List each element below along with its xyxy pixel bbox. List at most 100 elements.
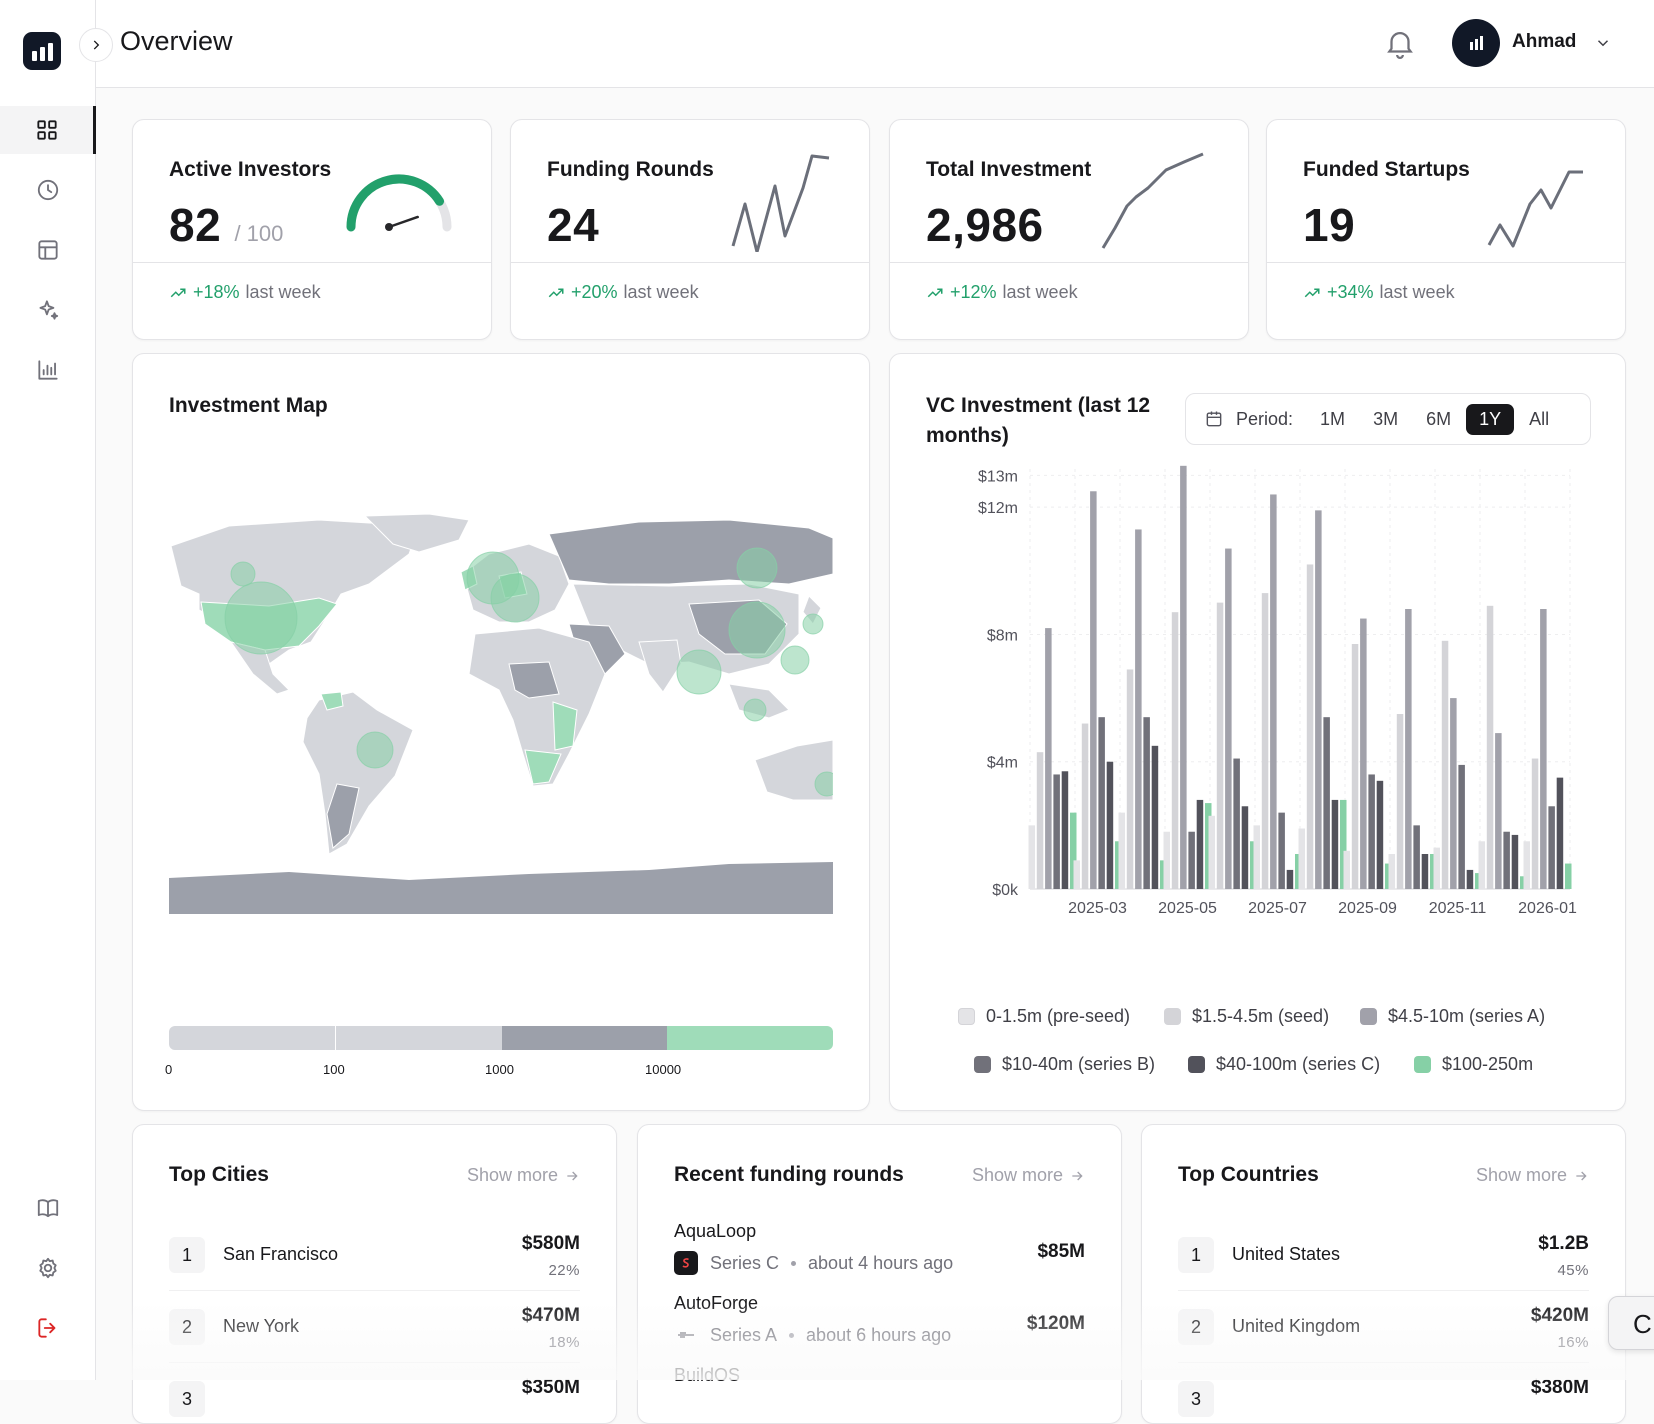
bar[interactable] — [1171, 612, 1179, 889]
bar[interactable] — [1396, 714, 1404, 889]
bar[interactable] — [1315, 510, 1322, 889]
region-india[interactable] — [638, 639, 682, 693]
bar[interactable] — [1495, 733, 1502, 889]
bar[interactable] — [1253, 825, 1261, 889]
bar[interactable] — [1163, 831, 1171, 889]
bar[interactable] — [1413, 825, 1420, 889]
bar[interactable] — [1466, 869, 1474, 889]
bar[interactable] — [1340, 799, 1347, 889]
period-6m[interactable]: 6M — [1426, 408, 1452, 429]
bar[interactable] — [1061, 771, 1069, 889]
bar[interactable] — [1298, 828, 1306, 889]
bar[interactable] — [1261, 593, 1269, 889]
bar[interactable] — [1241, 806, 1249, 889]
bar[interactable] — [1225, 548, 1232, 889]
bubble-australia[interactable] — [814, 771, 833, 797]
bar[interactable] — [1433, 847, 1441, 889]
bar[interactable] — [1421, 854, 1429, 889]
bubble-india[interactable] — [676, 649, 722, 695]
bar[interactable] — [1286, 869, 1294, 889]
list-item[interactable]: BuildOS — [674, 1361, 1085, 1423]
legend-item[interactable]: $1.5-4.5m (seed) — [1164, 1006, 1329, 1027]
bar[interactable] — [1556, 777, 1564, 889]
bar[interactable] — [1441, 640, 1449, 889]
bar[interactable] — [1160, 860, 1167, 889]
bar[interactable] — [1081, 723, 1089, 889]
bar[interactable] — [1405, 609, 1412, 889]
region-africa-east[interactable] — [552, 701, 578, 751]
floating-chat-button[interactable]: C — [1608, 1296, 1654, 1350]
bar[interactable] — [1385, 863, 1392, 889]
bar[interactable] — [1478, 841, 1486, 889]
region-south-africa[interactable] — [524, 749, 562, 785]
region-russia[interactable] — [548, 519, 833, 585]
bar[interactable] — [1070, 812, 1077, 889]
region-africa-central[interactable] — [508, 661, 560, 699]
nav-dashboard[interactable] — [0, 106, 96, 154]
bubble-sea[interactable] — [780, 645, 810, 675]
show-more-link[interactable]: Show more — [467, 1165, 580, 1186]
bar[interactable] — [1430, 854, 1437, 889]
legend-item[interactable]: $40-100m (series C) — [1188, 1054, 1380, 1075]
bubble-brazil[interactable] — [356, 731, 394, 769]
bar[interactable] — [1540, 609, 1547, 889]
region-antarctica[interactable] — [169, 862, 833, 914]
bar[interactable] — [1565, 863, 1572, 889]
bar[interactable] — [1360, 618, 1367, 889]
bar[interactable] — [1036, 752, 1044, 889]
nav-logout[interactable] — [0, 1304, 96, 1352]
nav-history[interactable] — [0, 166, 96, 214]
bubble-europe[interactable] — [490, 573, 540, 623]
bar[interactable] — [1376, 780, 1384, 889]
period-1m[interactable]: 1M — [1320, 408, 1346, 429]
bubble-china[interactable] — [728, 601, 786, 659]
show-more-link[interactable]: Show more — [1476, 1165, 1589, 1186]
bar[interactable] — [1250, 841, 1257, 889]
bar[interactable] — [1388, 854, 1396, 889]
bar[interactable] — [1548, 806, 1555, 889]
bubble-us[interactable] — [224, 581, 298, 655]
bar[interactable] — [1135, 529, 1142, 889]
bar[interactable] — [1196, 799, 1204, 889]
list-item[interactable]: 1 United States $1.2B 45% — [1178, 1219, 1589, 1291]
list-item[interactable]: 1 San Francisco $580M 22% — [169, 1219, 580, 1291]
app-logo[interactable] — [23, 32, 61, 70]
nav-settings[interactable] — [0, 1244, 96, 1292]
bar[interactable] — [1106, 761, 1114, 889]
legend-item[interactable]: $100-250m — [1414, 1054, 1533, 1075]
period-all[interactable]: All — [1529, 408, 1550, 429]
bar[interactable] — [1118, 812, 1126, 889]
avatar[interactable] — [1452, 19, 1500, 67]
bar[interactable] — [1090, 491, 1097, 889]
list-item[interactable]: 2 New York $470M 18% — [169, 1291, 580, 1363]
region-greenland[interactable] — [363, 514, 470, 553]
bar[interactable] — [1180, 465, 1187, 889]
show-more-link[interactable]: Show more — [972, 1165, 1085, 1186]
chevron-down-icon[interactable] — [1594, 34, 1612, 52]
sidebar-toggle-button[interactable] — [79, 28, 113, 62]
bar[interactable] — [1270, 494, 1277, 889]
bar[interactable] — [1450, 698, 1457, 889]
list-item[interactable]: 3 $350M — [169, 1363, 580, 1423]
nav-docs[interactable] — [0, 1184, 96, 1232]
bar[interactable] — [1126, 669, 1134, 889]
bar[interactable] — [1278, 812, 1285, 889]
bar[interactable] — [1306, 564, 1314, 889]
bar[interactable] — [1233, 758, 1240, 889]
bar[interactable] — [1216, 602, 1224, 889]
bar[interactable] — [1045, 628, 1052, 889]
legend-item[interactable]: $4.5-10m (series A) — [1360, 1006, 1545, 1027]
legend-item[interactable]: 0-1.5m (pre-seed) — [958, 1006, 1130, 1027]
bar[interactable] — [1098, 717, 1105, 889]
bubble-canada[interactable] — [230, 561, 256, 587]
period-1y[interactable]: 1Y — [1466, 403, 1515, 435]
bar[interactable] — [1115, 841, 1122, 889]
bar[interactable] — [1188, 831, 1195, 889]
bubble-japan[interactable] — [802, 613, 824, 635]
region-australia[interactable] — [754, 739, 833, 801]
bar[interactable] — [1053, 774, 1060, 889]
bar[interactable] — [1073, 860, 1081, 889]
list-item[interactable]: 3 $380M — [1178, 1363, 1589, 1423]
